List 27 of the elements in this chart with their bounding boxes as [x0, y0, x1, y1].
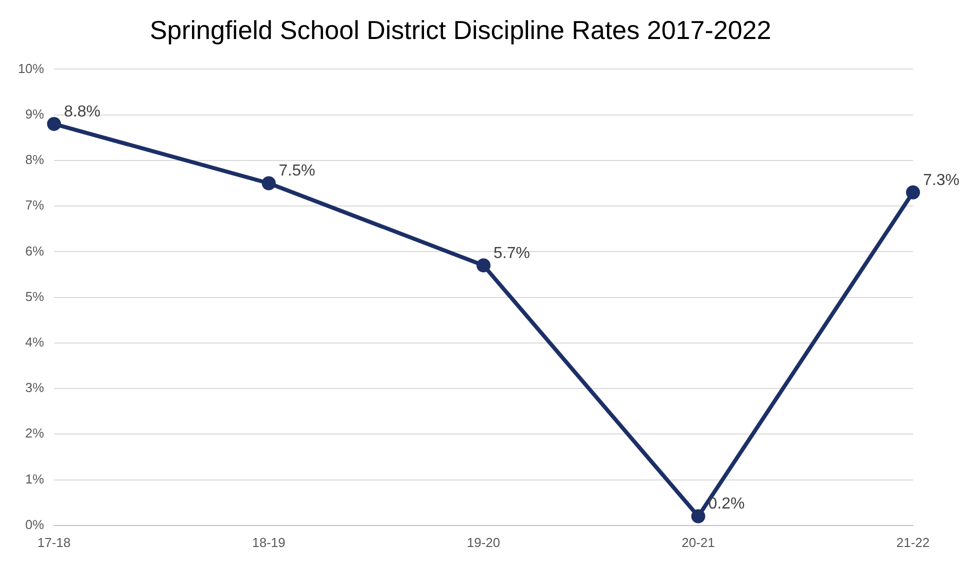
- y-tick-label: 2%: [25, 426, 44, 441]
- y-tick-label: 3%: [25, 380, 44, 396]
- point: [476, 258, 491, 272]
- point: [691, 509, 706, 524]
- x-tick-label: 21-22: [896, 534, 930, 550]
- y-tick-label: 1%: [25, 471, 44, 486]
- y-tick-label: 0%: [25, 516, 44, 532]
- y-tick-label: 6%: [25, 243, 44, 258]
- y-tick-label: 8%: [25, 152, 44, 168]
- data-label: 7.5%: [278, 162, 316, 180]
- x-tick-label: 18-19: [252, 534, 286, 550]
- data-label: 0.2%: [708, 496, 745, 513]
- y-tick-label: 4%: [25, 334, 44, 350]
- x-tick-label: 17-18: [37, 534, 71, 550]
- data-label: 8.8%: [64, 103, 100, 120]
- chart-title: Springfield School District Discipline Rates 2017-2022: [150, 14, 772, 45]
- x-tick-label: 20-21: [682, 534, 715, 550]
- point: [262, 176, 276, 190]
- y-tick-label: 5%: [25, 288, 44, 304]
- x-tick-label: 19-20: [466, 534, 500, 550]
- y-tick-label: 10%: [18, 60, 44, 76]
- point: [906, 185, 920, 200]
- y-tick-label: 7%: [25, 198, 44, 213]
- y-tick-label: 9%: [25, 106, 44, 122]
- data-label: 5.7%: [494, 244, 530, 262]
- data-label: 7.3%: [923, 172, 960, 189]
- point: [47, 116, 62, 131]
